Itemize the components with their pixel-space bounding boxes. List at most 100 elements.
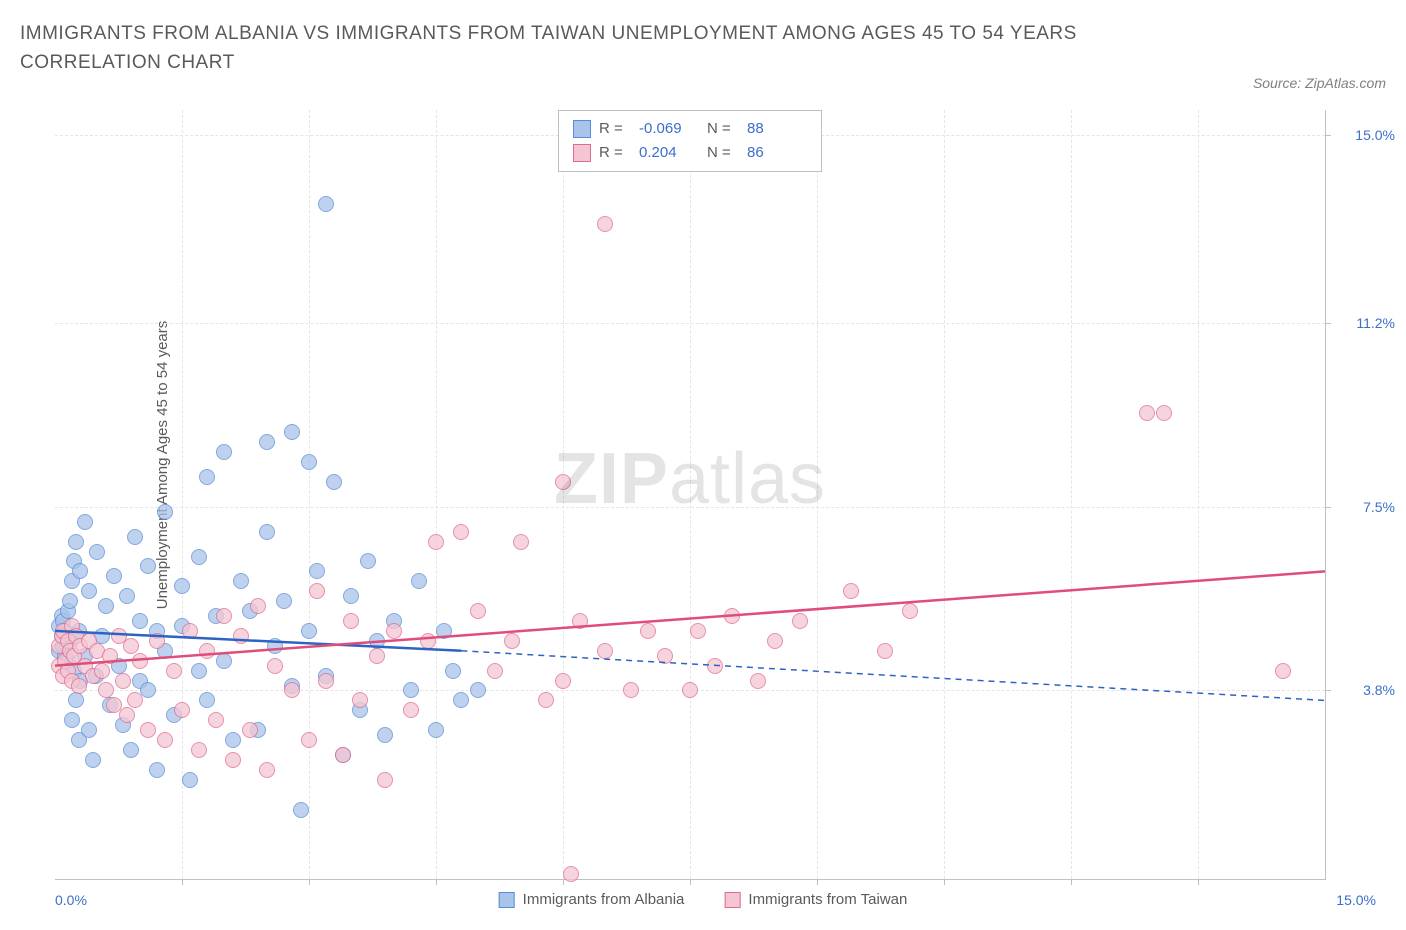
gridline-vertical bbox=[817, 110, 818, 879]
point-taiwan bbox=[284, 682, 300, 698]
point-albania bbox=[470, 682, 486, 698]
point-taiwan bbox=[199, 643, 215, 659]
point-taiwan bbox=[487, 663, 503, 679]
point-albania bbox=[72, 563, 88, 579]
x-axis-max: 15.0% bbox=[1336, 892, 1376, 908]
point-albania bbox=[157, 504, 173, 520]
point-taiwan bbox=[132, 653, 148, 669]
tick-bottom bbox=[309, 879, 310, 885]
point-albania bbox=[77, 514, 93, 530]
point-taiwan bbox=[767, 633, 783, 649]
point-taiwan bbox=[640, 623, 656, 639]
point-albania bbox=[191, 663, 207, 679]
point-albania bbox=[436, 623, 452, 639]
point-albania bbox=[259, 524, 275, 540]
gridline-vertical bbox=[309, 110, 310, 879]
gridline-vertical bbox=[436, 110, 437, 879]
point-albania bbox=[343, 588, 359, 604]
gridline-vertical bbox=[563, 110, 564, 879]
tick-right bbox=[1325, 323, 1331, 324]
point-taiwan bbox=[902, 603, 918, 619]
point-taiwan bbox=[750, 673, 766, 689]
point-taiwan bbox=[191, 742, 207, 758]
point-taiwan bbox=[115, 673, 131, 689]
tick-bottom bbox=[1071, 879, 1072, 885]
point-taiwan bbox=[335, 747, 351, 763]
point-albania bbox=[68, 534, 84, 550]
point-taiwan bbox=[504, 633, 520, 649]
point-taiwan bbox=[182, 623, 198, 639]
legend-n-label: N = bbox=[707, 117, 739, 141]
scatter-chart: ZIPatlas R =-0.069N =88R =0.204N =86 3.8… bbox=[55, 110, 1326, 880]
point-albania bbox=[127, 529, 143, 545]
point-taiwan bbox=[623, 682, 639, 698]
point-taiwan bbox=[877, 643, 893, 659]
tick-bottom bbox=[563, 879, 564, 885]
point-taiwan bbox=[149, 633, 165, 649]
point-taiwan bbox=[242, 722, 258, 738]
point-albania bbox=[85, 752, 101, 768]
point-taiwan bbox=[102, 648, 118, 664]
tick-bottom bbox=[182, 879, 183, 885]
point-taiwan bbox=[428, 534, 444, 550]
point-albania bbox=[360, 553, 376, 569]
point-taiwan bbox=[174, 702, 190, 718]
tick-bottom bbox=[1198, 879, 1199, 885]
point-albania bbox=[216, 653, 232, 669]
legend-r-value: 0.204 bbox=[639, 141, 699, 165]
point-taiwan bbox=[140, 722, 156, 738]
point-taiwan bbox=[216, 608, 232, 624]
point-taiwan bbox=[563, 866, 579, 882]
point-albania bbox=[191, 549, 207, 565]
legend-swatch bbox=[573, 144, 591, 162]
point-taiwan bbox=[597, 643, 613, 659]
point-albania bbox=[199, 692, 215, 708]
x-axis-min: 0.0% bbox=[55, 892, 87, 908]
point-taiwan bbox=[233, 628, 249, 644]
y-tick-label: 7.5% bbox=[1363, 499, 1395, 515]
gridline-vertical bbox=[182, 110, 183, 879]
legend-label: Immigrants from Taiwan bbox=[748, 891, 907, 908]
point-taiwan bbox=[225, 752, 241, 768]
tick-bottom bbox=[436, 879, 437, 885]
point-taiwan bbox=[309, 583, 325, 599]
point-albania bbox=[284, 424, 300, 440]
point-taiwan bbox=[386, 623, 402, 639]
point-albania bbox=[216, 444, 232, 460]
y-tick-label: 15.0% bbox=[1355, 127, 1395, 143]
gridline-vertical bbox=[1071, 110, 1072, 879]
point-albania bbox=[225, 732, 241, 748]
source-citation: Source: ZipAtlas.com bbox=[1253, 75, 1386, 91]
legend-item: Immigrants from Albania bbox=[499, 891, 685, 908]
legend-n-value: 86 bbox=[747, 141, 807, 165]
point-taiwan bbox=[1275, 663, 1291, 679]
point-taiwan bbox=[352, 692, 368, 708]
point-albania bbox=[174, 578, 190, 594]
point-taiwan bbox=[377, 772, 393, 788]
point-taiwan bbox=[792, 613, 808, 629]
point-taiwan bbox=[166, 663, 182, 679]
point-taiwan bbox=[513, 534, 529, 550]
point-taiwan bbox=[267, 658, 283, 674]
point-taiwan bbox=[123, 638, 139, 654]
point-taiwan bbox=[1156, 405, 1172, 421]
point-taiwan bbox=[707, 658, 723, 674]
legend-swatch bbox=[724, 892, 740, 908]
point-taiwan bbox=[127, 692, 143, 708]
point-taiwan bbox=[690, 623, 706, 639]
legend-item: Immigrants from Taiwan bbox=[724, 891, 907, 908]
point-albania bbox=[182, 772, 198, 788]
point-albania bbox=[132, 613, 148, 629]
point-taiwan bbox=[318, 673, 334, 689]
point-albania bbox=[377, 727, 393, 743]
y-tick-label: 3.8% bbox=[1363, 682, 1395, 698]
point-taiwan bbox=[843, 583, 859, 599]
point-taiwan bbox=[555, 474, 571, 490]
point-albania bbox=[309, 563, 325, 579]
point-albania bbox=[106, 568, 122, 584]
point-albania bbox=[411, 573, 427, 589]
point-albania bbox=[62, 593, 78, 609]
point-taiwan bbox=[259, 762, 275, 778]
tick-right bbox=[1325, 135, 1331, 136]
point-taiwan bbox=[250, 598, 266, 614]
